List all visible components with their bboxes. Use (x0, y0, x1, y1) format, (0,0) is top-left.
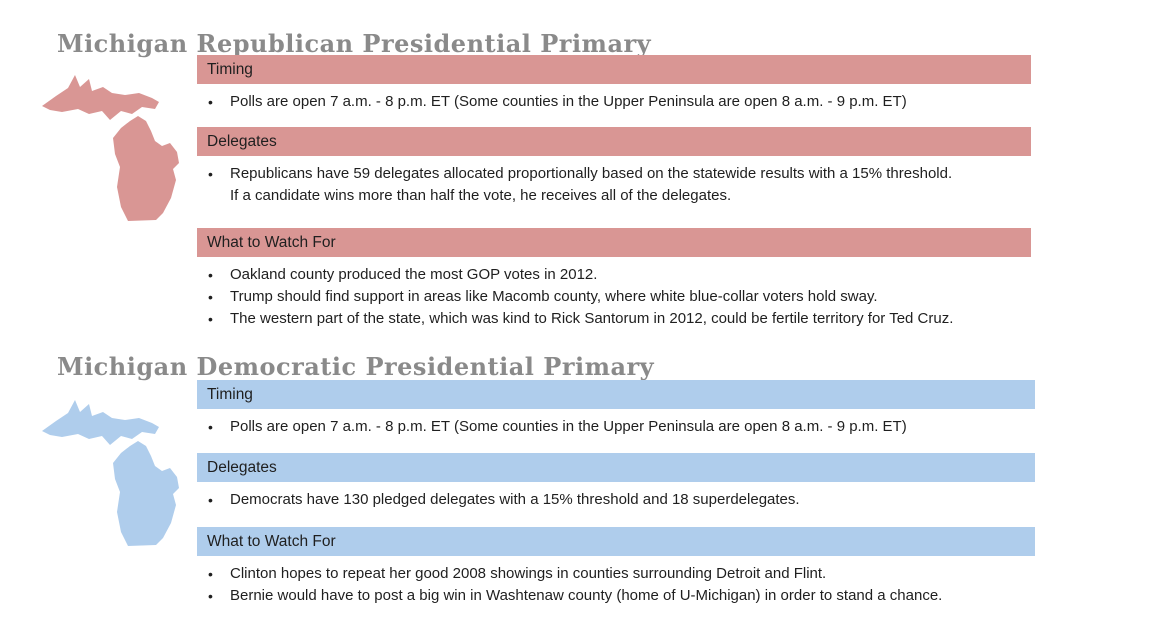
bullet-item: Clinton hopes to repeat her good 2008 sh… (197, 563, 1031, 585)
michigan-lower-peninsula-shape (113, 116, 179, 221)
republican-timing-header-bar: Timing (197, 55, 1031, 84)
republican-delegates-bullets: Republicans have 59 delegates allocated … (197, 163, 1031, 207)
republican-watch-header-label: What to Watch For (207, 233, 336, 251)
michigan-map-icon (42, 400, 179, 546)
democratic-watch-header-bar: What to Watch For (197, 527, 1035, 556)
bullet-item: Oakland county produced the most GOP vot… (197, 264, 1031, 286)
bullet-item: Republicans have 59 delegates allocated … (197, 163, 1031, 207)
republican-delegates-header-bar: Delegates (197, 127, 1031, 156)
democratic-delegates-bullets: Democrats have 130 pledged delegates wit… (197, 489, 1031, 511)
republican-watch-header-bar: What to Watch For (197, 228, 1031, 257)
bullet-item: The western part of the state, which was… (197, 308, 1031, 330)
michigan-lower-peninsula-shape (113, 441, 179, 546)
republican-watch-bullets: Oakland county produced the most GOP vot… (197, 264, 1031, 330)
republican-timing-header-label: Timing (207, 60, 253, 78)
republican-timing-bullets: Polls are open 7 a.m. - 8 p.m. ET (Some … (197, 91, 1031, 113)
republican-delegates-header-label: Delegates (207, 132, 277, 150)
democratic-watch-header-label: What to Watch For (207, 532, 336, 550)
republican-section-title: Michigan Republican Presidential Primary (57, 29, 652, 59)
bullet-item: Democrats have 130 pledged delegates wit… (197, 489, 1031, 511)
democratic-timing-header-bar: Timing (197, 380, 1035, 409)
democratic-section-title: Michigan Democratic Presidential Primary (57, 352, 655, 382)
bullet-item: Polls are open 7 a.m. - 8 p.m. ET (Some … (197, 416, 1031, 438)
democratic-timing-header-label: Timing (207, 385, 253, 403)
democratic-timing-bullets: Polls are open 7 a.m. - 8 p.m. ET (Some … (197, 416, 1031, 438)
michigan-upper-peninsula-shape (42, 400, 159, 445)
michigan-upper-peninsula-shape (42, 75, 159, 120)
bullet-item: Bernie would have to post a big win in W… (197, 585, 1031, 607)
democratic-delegates-header-bar: Delegates (197, 453, 1035, 482)
democratic-watch-bullets: Clinton hopes to repeat her good 2008 sh… (197, 563, 1031, 607)
bullet-item: Polls are open 7 a.m. - 8 p.m. ET (Some … (197, 91, 1031, 113)
bullet-item: Trump should find support in areas like … (197, 286, 1031, 308)
michigan-map-icon (42, 75, 179, 221)
democratic-delegates-header-label: Delegates (207, 458, 277, 476)
